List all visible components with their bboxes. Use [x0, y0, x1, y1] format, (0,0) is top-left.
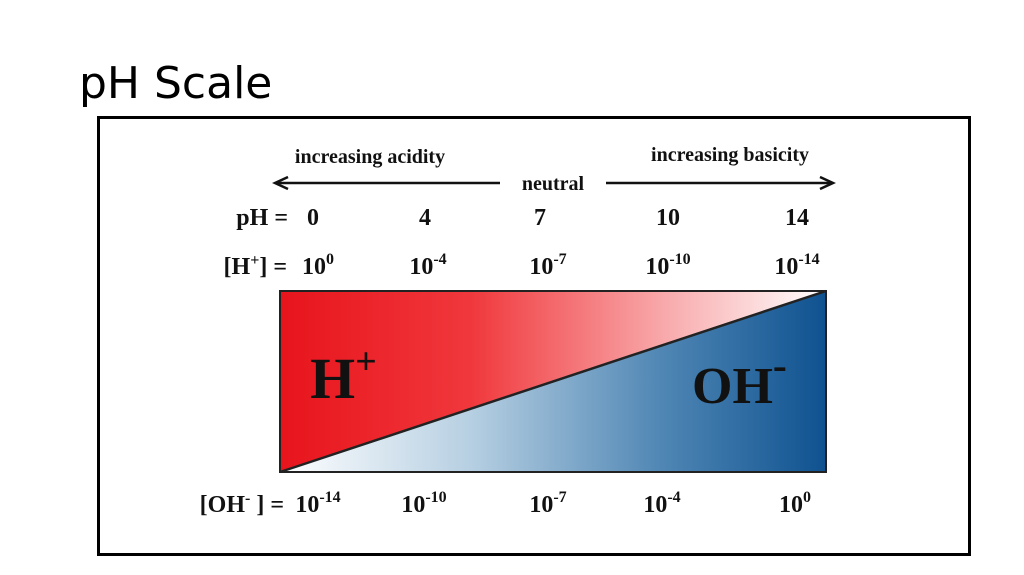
base: 10: [295, 492, 319, 518]
slide-title: pH Scale: [79, 58, 273, 109]
exponent: -4: [667, 489, 680, 506]
ph-value: 7: [534, 205, 546, 231]
ph-value: 10: [656, 205, 680, 231]
exponent: -10: [669, 251, 690, 268]
oh-concentration: 10-14: [295, 489, 340, 518]
base: 10: [645, 254, 669, 280]
base: 10: [401, 492, 425, 518]
h-concentration: 100: [302, 251, 334, 280]
base: 10: [529, 492, 553, 518]
diagonal: [279, 289, 827, 474]
h-concentration: 10-14: [774, 251, 819, 280]
gradient-border: [279, 290, 827, 473]
base: 10: [779, 492, 803, 518]
h-concentration: 10-4: [409, 251, 446, 280]
oh-row-label: [OH- ] =: [200, 490, 284, 518]
oh-concentration: 100: [779, 489, 811, 518]
exponent: 0: [803, 489, 811, 506]
oh-region-label: OH-: [692, 343, 787, 415]
base: 10: [643, 492, 667, 518]
exponent: -4: [433, 251, 446, 268]
exponent: -7: [553, 251, 566, 268]
base: 10: [529, 254, 553, 280]
h-concentration: 10-7: [529, 251, 566, 280]
ph-value: 0: [307, 205, 319, 231]
ph-row-label: pH =: [236, 205, 288, 231]
arrows: [272, 175, 836, 191]
exponent: -14: [319, 489, 340, 506]
oh-concentration: 10-4: [643, 489, 680, 518]
base: 10: [774, 254, 798, 280]
base: 10: [302, 254, 326, 280]
acidity-caption: increasing acidity: [295, 146, 445, 168]
exponent: 0: [326, 251, 334, 268]
exponent: -7: [553, 489, 566, 506]
neutral-caption: neutral: [522, 173, 585, 195]
ph-value: 14: [785, 205, 809, 231]
basicity-caption: increasing basicity: [651, 144, 809, 166]
h-region-label: H+: [310, 341, 377, 411]
oh-concentration: 10-7: [529, 489, 566, 518]
base: 10: [409, 254, 433, 280]
exponent: -14: [798, 251, 819, 268]
h-concentration: 10-10: [645, 251, 690, 280]
h-row-label: [H+] =: [224, 252, 287, 280]
ph-value: 4: [419, 205, 431, 231]
oh-concentration: 10-10: [401, 489, 446, 518]
frame: [97, 116, 971, 556]
exponent: -10: [425, 489, 446, 506]
